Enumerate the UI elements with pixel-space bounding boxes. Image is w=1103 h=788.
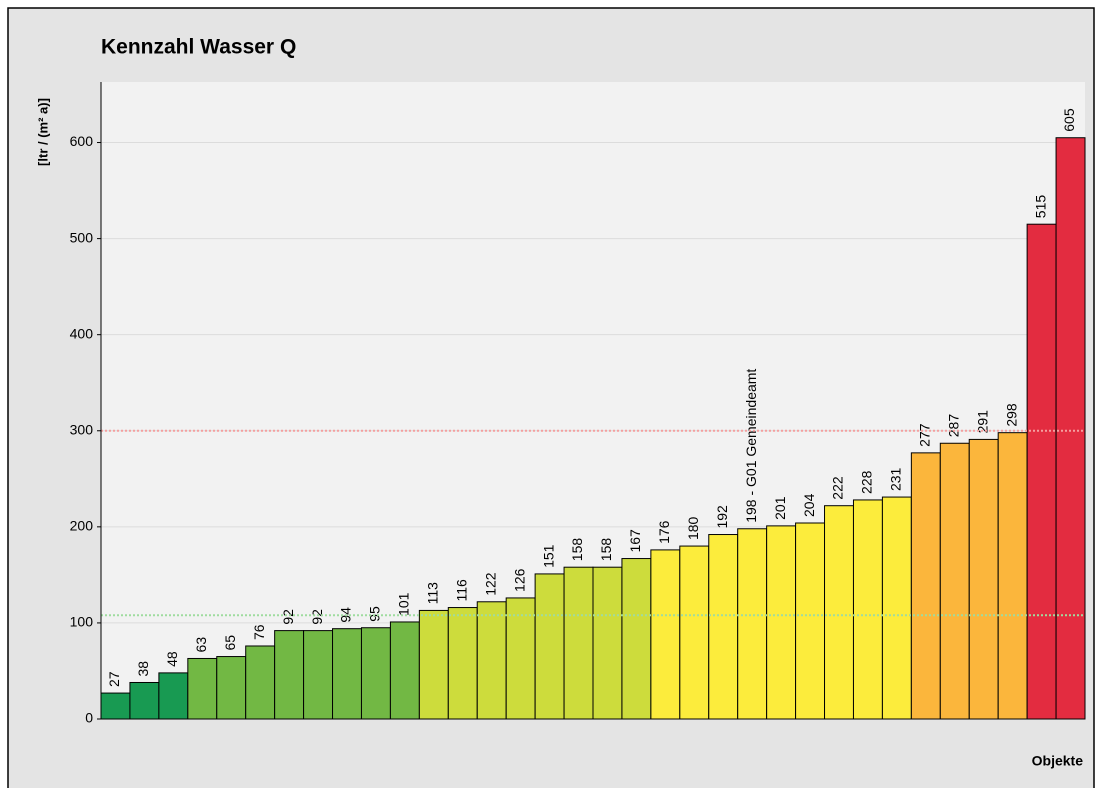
value-label: 126: [511, 568, 527, 592]
value-label: 65: [222, 635, 238, 651]
value-label: 192: [714, 505, 730, 529]
value-label: 201: [772, 496, 788, 520]
bar: [129, 681, 160, 720]
value-label: 277: [917, 423, 933, 447]
value-label: 180: [685, 516, 701, 540]
y-tick-label: 600: [70, 133, 94, 149]
value-label: 291: [974, 410, 990, 434]
value-label: 63: [193, 637, 209, 653]
bar: [997, 432, 1028, 720]
value-label: 167: [627, 529, 643, 553]
value-label: 92: [309, 609, 325, 625]
value-label: 605: [1061, 108, 1077, 132]
bar: [534, 573, 565, 720]
bar: [881, 496, 912, 720]
bar: [476, 601, 507, 720]
bar: [245, 645, 276, 720]
bar: [910, 452, 941, 720]
value-label: 92: [280, 609, 296, 625]
bar: [274, 630, 305, 720]
bar: [303, 630, 334, 720]
value-label: 222: [830, 476, 846, 500]
value-label: 231: [888, 467, 904, 491]
value-label: 198 - G01 Gemeindeamt: [743, 369, 759, 523]
bar: [360, 627, 391, 720]
bar: [824, 505, 854, 720]
bar: [679, 545, 710, 720]
value-label: 204: [801, 493, 817, 517]
value-label: 176: [656, 520, 672, 544]
bar: [852, 499, 883, 720]
value-label: 158: [598, 538, 614, 562]
bar: [766, 525, 797, 720]
value-label: 48: [164, 651, 180, 667]
value-label: 158: [569, 538, 585, 562]
bar: [216, 656, 247, 720]
bar: [389, 621, 420, 720]
value-label: 298: [1003, 403, 1019, 427]
y-tick-label: 0: [85, 710, 93, 726]
value-label: 228: [859, 470, 875, 494]
bar: [939, 442, 970, 720]
y-tick-label: 200: [70, 518, 94, 534]
bar: [100, 692, 131, 720]
bar: [968, 438, 999, 720]
x-axis-label: Objekte: [1032, 753, 1084, 769]
bar: [332, 628, 362, 720]
value-label: 116: [453, 579, 469, 602]
bar: [737, 528, 768, 720]
bar: [1055, 137, 1086, 720]
bar: [621, 558, 652, 720]
y-axis-label: [ltr / (m² a)]: [35, 98, 50, 166]
bar: [795, 522, 826, 720]
value-label: 101: [396, 592, 412, 616]
bar: [158, 672, 189, 720]
bar: [592, 566, 623, 720]
value-label: 113: [425, 582, 441, 605]
bar: [418, 609, 449, 720]
y-tick-label: 100: [70, 614, 94, 630]
value-label: 76: [251, 624, 267, 640]
y-tick-label: 400: [70, 325, 94, 341]
bar: [505, 597, 536, 720]
y-tick-label: 500: [70, 229, 94, 245]
bar: [1026, 223, 1057, 720]
value-label: 38: [135, 661, 151, 677]
value-label: 122: [482, 572, 498, 596]
value-label: 27: [106, 671, 122, 687]
bar: [708, 534, 739, 720]
value-label: 515: [1032, 195, 1048, 219]
bar: [187, 657, 218, 720]
value-label: 151: [540, 544, 556, 568]
bar: [447, 607, 478, 720]
value-label: 95: [367, 606, 383, 622]
y-tick-label: 300: [70, 421, 94, 437]
chart-title: Kennzahl Wasser Q: [101, 36, 296, 59]
bar: [563, 566, 594, 720]
value-label: 287: [945, 414, 961, 438]
bar: [650, 549, 681, 720]
